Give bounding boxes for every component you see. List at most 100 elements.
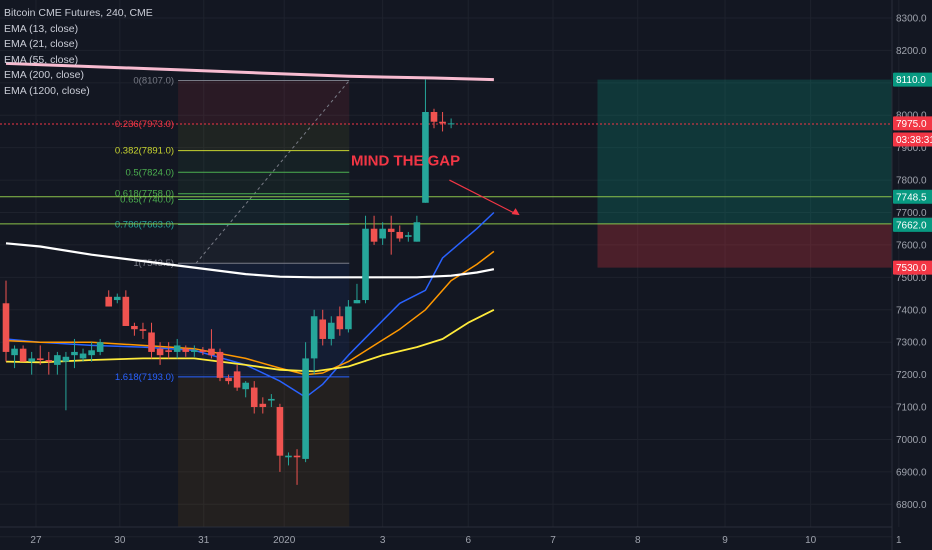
price-tag-bg: [893, 132, 932, 147]
candle-body: [148, 332, 155, 352]
candle-body: [387, 228, 395, 232]
candle: [250, 381, 258, 414]
price-axis: 8300.08200.08100.08000.07900.07800.07700…: [891, 0, 932, 550]
candle: [113, 293, 121, 304]
candle: [336, 306, 344, 336]
ema-1200-line: [5, 61, 494, 82]
candle-body: [439, 121, 446, 124]
candle: [319, 309, 327, 346]
candle-body: [156, 348, 164, 356]
time-tick: 31: [198, 535, 210, 546]
candle-body: [88, 350, 95, 356]
price-tick: 8200.0: [896, 46, 927, 57]
candle: [345, 300, 352, 333]
fib-label-0.618: 0.618(7758.0): [115, 189, 174, 200]
candle: [131, 322, 138, 336]
candle: [430, 108, 438, 129]
candle-body: [276, 407, 284, 456]
candle: [19, 345, 27, 362]
price-tick: 7000.0: [896, 435, 927, 446]
indicator-ema55[interactable]: EMA (55, close): [4, 53, 79, 66]
candle-body: [379, 228, 386, 239]
candle-body: [96, 342, 104, 352]
fib-label-0.5: 0.5(7824.0): [125, 167, 174, 178]
candle: [156, 342, 164, 365]
candle: [45, 351, 53, 375]
candle-body: [216, 351, 224, 378]
candle-body: [319, 319, 327, 339]
candle: [173, 338, 181, 359]
time-axis: 27 30 31 2020 3 6 7 8 9 10 1: [0, 526, 902, 546]
candle-body: [310, 316, 318, 359]
fib-label-1: 1(7543.5): [133, 258, 174, 269]
candle: [242, 381, 249, 398]
candle: [199, 347, 207, 356]
candle: [370, 215, 378, 245]
candle-body: [268, 398, 275, 401]
indicator-ema200[interactable]: EMA (200, close): [4, 69, 84, 81]
candle-body: [259, 403, 267, 408]
candle-body: [28, 358, 35, 362]
candle: [2, 280, 10, 362]
candles: [2, 79, 455, 485]
candle-body: [233, 371, 241, 388]
candle-body: [139, 329, 147, 331]
time-tick: 1: [896, 535, 902, 546]
candle-body: [327, 322, 335, 339]
candle: [225, 374, 232, 385]
candle: [405, 231, 412, 242]
price-tag-bg: [893, 260, 932, 275]
candle-body: [405, 235, 412, 237]
candle: [327, 316, 335, 346]
ema-55-line: [5, 308, 495, 373]
fib-zone: [178, 224, 350, 264]
price-tag-label: 8110.0: [896, 75, 926, 86]
fib-zone-extension: [178, 376, 350, 527]
candle: [259, 397, 267, 414]
candle-body: [396, 231, 404, 239]
price-tick: 6900.0: [896, 467, 927, 478]
fib-label-0.786: 0.786(7663.0): [115, 219, 174, 230]
price-tag-bg: [893, 72, 932, 87]
fib-label-0.65: 0.65(7740.0): [120, 195, 174, 206]
symbol-title: Bitcoin CME Futures, 240, CME: [4, 7, 153, 19]
price-tag-bg: [893, 189, 932, 204]
annotation-arrow-line: [449, 179, 515, 214]
candle-body: [208, 348, 215, 356]
price-tick: 7200.0: [896, 370, 927, 381]
fib-label-1.618: 1.618(7193.0): [115, 372, 174, 383]
price-tag-label: 7748.5: [896, 192, 927, 203]
candle: [353, 283, 361, 304]
candle-body: [250, 387, 258, 408]
candle: [71, 338, 78, 369]
price-tag-bg: [893, 116, 932, 131]
time-tick: 27: [30, 535, 42, 546]
candle-body: [122, 296, 130, 326]
candle: [54, 351, 61, 375]
time-tick: 6: [465, 535, 471, 546]
candle: [293, 449, 301, 485]
candle: [439, 111, 446, 132]
price-tick: 6800.0: [896, 500, 927, 511]
indicator-legend: Bitcoin CME Futures, 240, CME EMA (13, c…: [4, 6, 153, 99]
candle: [28, 351, 35, 375]
candle-body: [242, 382, 249, 390]
fib-zone: [178, 123, 350, 151]
indicator-ema1200[interactable]: EMA (1200, close): [4, 84, 90, 97]
candle: [362, 215, 369, 304]
candle-body: [336, 316, 344, 330]
time-tick: 10: [805, 535, 817, 546]
price-tag-label: 7662.0: [896, 220, 927, 231]
candle: [62, 351, 70, 411]
price-tick: 7600.0: [896, 240, 927, 251]
candle-body: [422, 111, 429, 203]
candle-body: [165, 350, 172, 352]
time-tick: 2020: [273, 535, 296, 546]
indicator-ema21[interactable]: EMA (21, close): [4, 38, 79, 50]
candle-body: [447, 123, 455, 125]
price-tag-label: 7975.0: [896, 119, 927, 130]
price-tick: 7400.0: [896, 305, 927, 316]
indicator-ema13[interactable]: EMA (13, close): [4, 22, 79, 35]
